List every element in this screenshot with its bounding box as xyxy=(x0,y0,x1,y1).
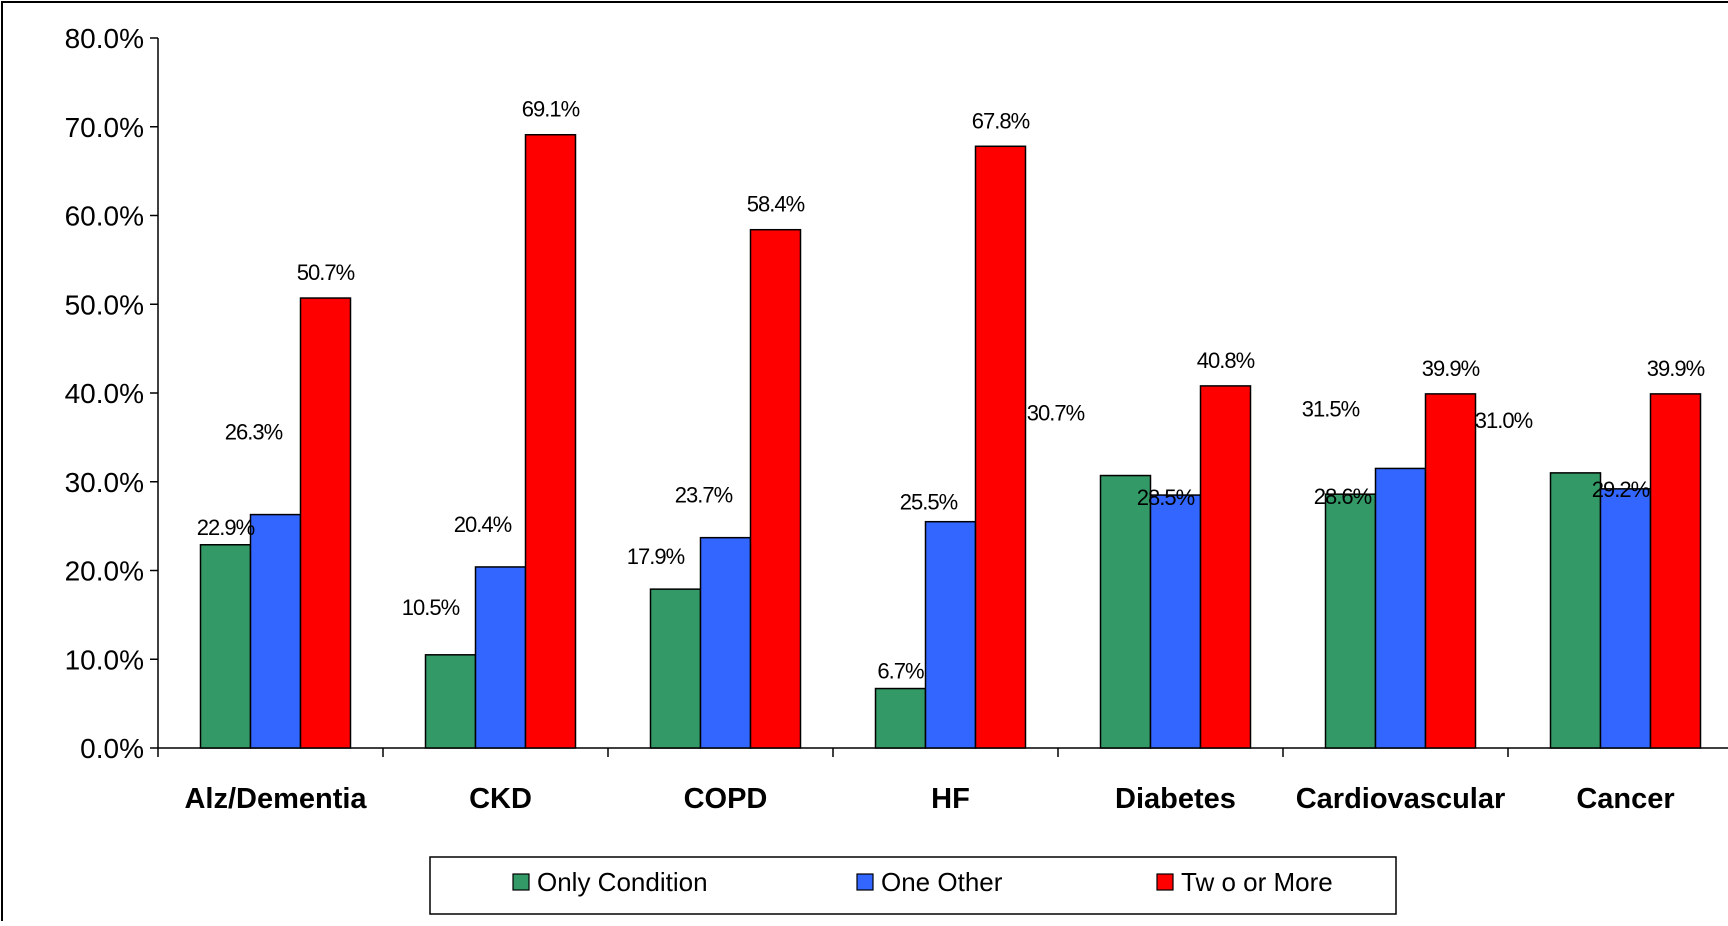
bar-only-condition xyxy=(1324,493,1377,749)
legend-label: Tw o or More xyxy=(1181,867,1333,897)
data-label: 25.5% xyxy=(900,490,958,515)
category-label: Alz/Dementia xyxy=(184,783,367,815)
y-tick-label: 70.0% xyxy=(65,112,144,143)
legend-label: Only Condition xyxy=(537,867,708,897)
legend-swatch xyxy=(856,873,874,891)
y-tick-label: 20.0% xyxy=(65,556,144,587)
bar-only-condition xyxy=(1549,472,1602,749)
category-label: Diabetes xyxy=(1115,783,1236,815)
category-label: Cancer xyxy=(1576,783,1674,815)
y-tick-label: 30.0% xyxy=(65,467,144,498)
category-label: HF xyxy=(931,783,970,815)
data-label: 17.9% xyxy=(627,544,685,569)
data-label: 20.4% xyxy=(454,512,512,537)
legend-swatch xyxy=(512,873,530,891)
bar-only-condition xyxy=(874,687,927,749)
data-label: 10.5% xyxy=(402,595,460,620)
data-label: 30.7% xyxy=(1027,401,1085,426)
data-label: 39.9% xyxy=(1647,356,1705,381)
data-label: 6.7% xyxy=(877,659,924,684)
bar-one-other xyxy=(1374,467,1427,749)
data-label: 39.9% xyxy=(1422,356,1480,381)
data-label: 31.0% xyxy=(1475,408,1533,433)
category-labels: Alz/Dementia CKD COPD HF Diabetes Cardiovascu… xyxy=(184,783,1674,815)
bar-one-other xyxy=(474,566,527,749)
bars xyxy=(199,133,1702,749)
bar-only-condition xyxy=(199,544,252,749)
bar-one-other xyxy=(924,520,977,749)
data-label: 28.5% xyxy=(1137,485,1195,510)
data-label: 31.5% xyxy=(1302,396,1360,421)
bar-only-condition xyxy=(649,588,702,749)
data-labels: 22.9% 26.3% 50.7% 10.5% 20.4% 69.1% 17.9% 23.7%… xyxy=(197,97,1706,684)
category-label: COPD xyxy=(684,783,768,815)
data-label: 67.8% xyxy=(972,108,1030,133)
data-label: 29.2% xyxy=(1592,477,1650,502)
legend-label: One Other xyxy=(881,867,1003,897)
data-label: 50.7% xyxy=(297,260,355,285)
bar-tw-o-or-more xyxy=(974,145,1027,749)
bar-tw-o-or-more xyxy=(1424,393,1477,749)
category-label: CKD xyxy=(469,783,532,815)
bar-one-other xyxy=(1599,488,1652,749)
y-tick-label: 60.0% xyxy=(65,201,144,232)
y-tick-label: 80.0% xyxy=(65,23,144,54)
data-label: 26.3% xyxy=(225,420,283,445)
y-tick-label: 10.0% xyxy=(65,644,144,675)
bar-tw-o-or-more xyxy=(1649,393,1702,749)
data-label: 22.9% xyxy=(197,515,255,540)
bar-only-condition xyxy=(424,654,477,749)
bar-tw-o-or-more xyxy=(1199,385,1252,749)
y-axis: 0.0% 10.0% 20.0% 30.0% 40.0% 50.0% 60.0% 70.0% 8… xyxy=(65,23,159,764)
data-label: 23.7% xyxy=(675,483,733,508)
data-label: 40.8% xyxy=(1197,348,1255,373)
bar-tw-o-or-more xyxy=(524,133,577,749)
bar-tw-o-or-more xyxy=(749,228,802,749)
bar-one-other xyxy=(699,536,752,749)
bar-only-condition xyxy=(1099,474,1152,749)
category-label: Cardiovascular xyxy=(1296,783,1506,815)
legend-box xyxy=(429,856,1397,915)
data-label: 58.4% xyxy=(747,192,805,217)
legend: Only Condition One Other Tw o or More xyxy=(429,856,1397,915)
data-label: 69.1% xyxy=(522,97,580,122)
y-tick-label: 40.0% xyxy=(65,378,144,409)
legend-swatch xyxy=(1156,873,1174,891)
bar-one-other xyxy=(249,513,302,749)
y-tick-label: 50.0% xyxy=(65,289,144,320)
bar-tw-o-or-more xyxy=(299,297,352,749)
y-tick-label: 0.0% xyxy=(80,733,144,764)
data-label: 28.6% xyxy=(1314,484,1372,509)
bar-one-other xyxy=(1149,494,1202,749)
